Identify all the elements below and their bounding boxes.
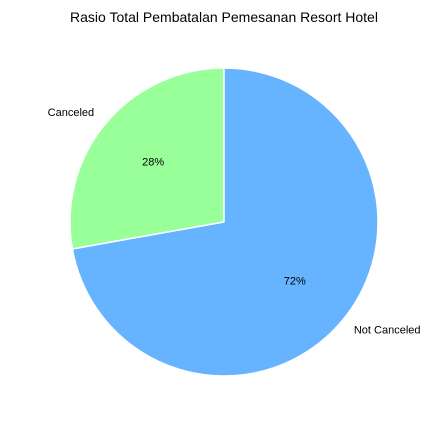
pie-slice-canceled — [69, 67, 225, 250]
slice-pct-label-not-canceled: 72% — [284, 275, 306, 287]
pie-slice-not-canceled — [71, 67, 379, 377]
slice-label-canceled: Canceled — [48, 107, 94, 119]
slice-pct-label-canceled: 28% — [142, 157, 164, 169]
pie-slices — [69, 67, 379, 377]
pie-labels: Canceled 28% Not Canceled 72% — [48, 107, 421, 337]
chart-title: Rasio Total Pembatalan Pemesanan Resort … — [70, 9, 378, 25]
slice-label-not-canceled: Not Canceled — [354, 325, 421, 337]
